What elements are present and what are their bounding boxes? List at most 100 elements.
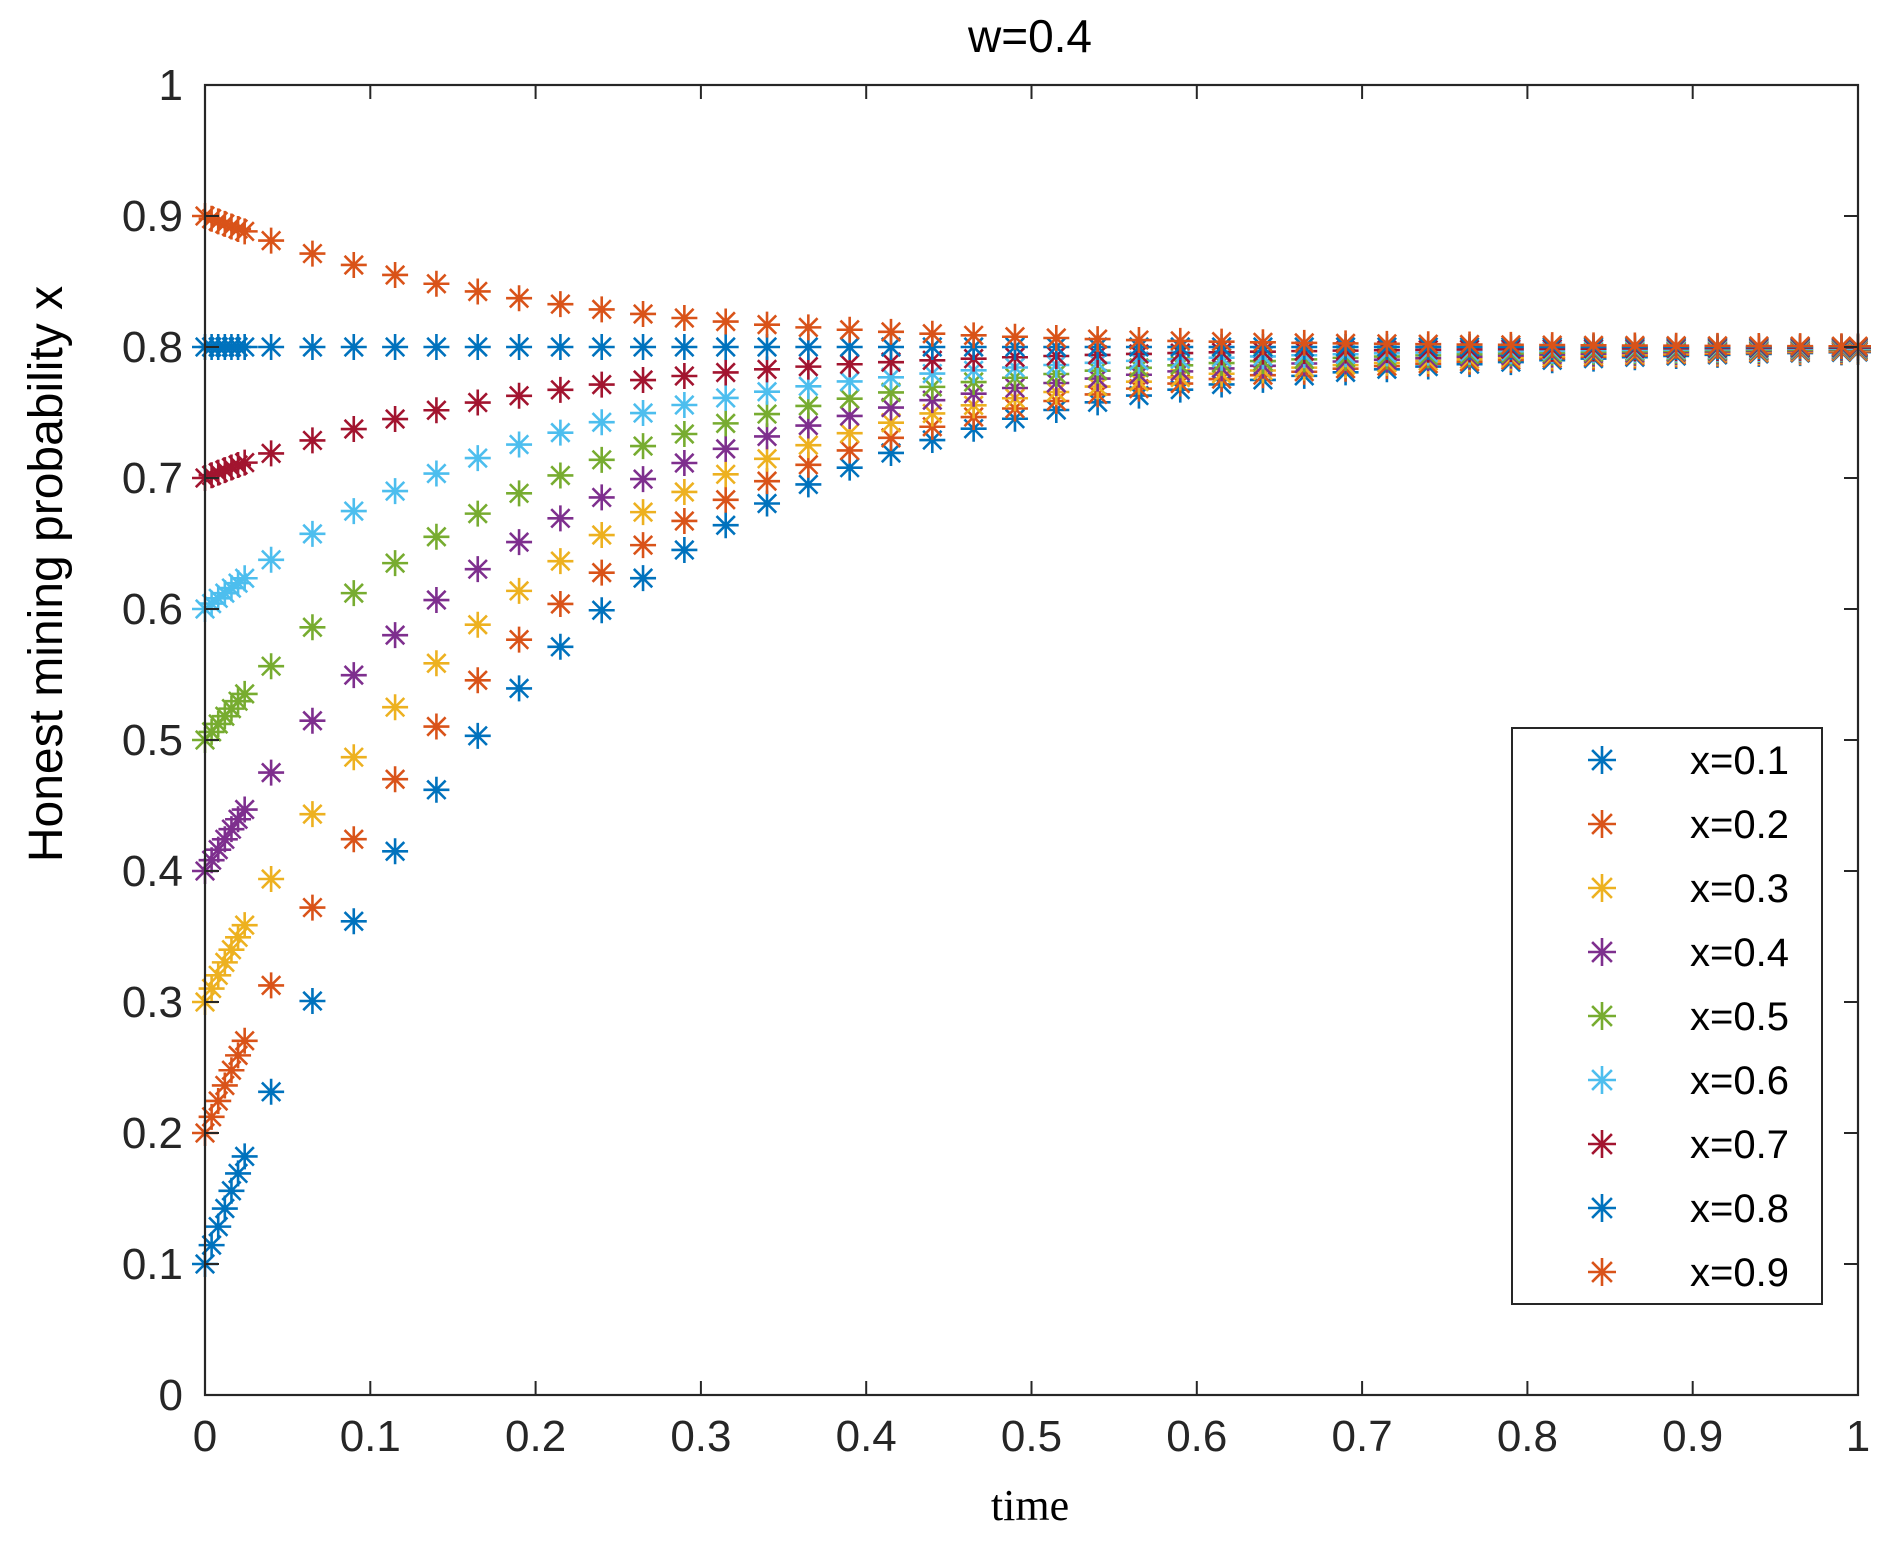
data-point	[225, 215, 252, 242]
data-point	[795, 451, 822, 478]
data-point	[218, 1057, 245, 1084]
data-point	[1167, 327, 1194, 354]
data-point	[258, 546, 285, 573]
data-point	[205, 208, 232, 235]
data-point	[795, 314, 822, 341]
data-point	[960, 322, 987, 349]
data-point	[205, 1087, 232, 1114]
data-point	[258, 1078, 285, 1105]
data-point	[506, 480, 533, 507]
x-tick-label: 0.5	[1001, 1412, 1062, 1461]
data-point	[630, 300, 657, 327]
data-point	[754, 401, 781, 428]
data-point	[588, 484, 615, 511]
data-point	[205, 962, 232, 989]
series-x=0.5	[192, 336, 1871, 753]
data-point	[231, 449, 258, 476]
data-point	[218, 213, 245, 240]
data-point	[382, 550, 409, 577]
data-point	[671, 478, 698, 505]
data-point	[231, 796, 258, 823]
data-point	[795, 432, 822, 459]
x-tick-label: 0.8	[1497, 1412, 1558, 1461]
data-point	[340, 416, 367, 443]
data-point	[919, 387, 946, 414]
data-point	[382, 766, 409, 793]
legend-label: x=0.5	[1690, 995, 1789, 1039]
x-tick-label: 1	[1846, 1412, 1870, 1461]
data-point	[877, 349, 904, 376]
y-tick-label: 0.9	[122, 192, 183, 241]
data-point	[506, 626, 533, 653]
x-tick-label: 0.4	[836, 1412, 897, 1461]
data-point	[258, 972, 285, 999]
data-point	[754, 423, 781, 450]
legend-entry: x=0.5	[1588, 995, 1789, 1039]
data-point	[423, 523, 450, 550]
data-point	[299, 988, 326, 1014]
data-point	[712, 410, 739, 437]
y-tick-label: 0.7	[122, 454, 183, 503]
data-point	[588, 334, 615, 360]
data-point	[1621, 332, 1648, 359]
data-point	[340, 334, 367, 360]
x-tick-label: 0.7	[1332, 1412, 1393, 1461]
data-point	[205, 836, 232, 863]
legend-entry: x=0.8	[1588, 1187, 1789, 1231]
data-point	[795, 334, 822, 360]
data-point	[630, 466, 657, 493]
data-point	[1415, 331, 1442, 358]
x-tick-label: 0.3	[670, 1412, 731, 1461]
data-point	[630, 367, 657, 394]
data-point	[588, 409, 615, 436]
data-point	[464, 611, 491, 638]
legend-box	[1511, 727, 1823, 1305]
data-point	[1787, 333, 1814, 360]
data-point	[547, 462, 574, 489]
data-point	[1497, 331, 1524, 358]
data-point	[423, 270, 450, 297]
data-point	[382, 694, 409, 721]
data-point	[464, 389, 491, 416]
data-point	[382, 478, 409, 505]
data-point	[231, 680, 258, 707]
data-point	[1084, 326, 1111, 353]
data-point	[506, 431, 533, 458]
data-point	[588, 446, 615, 473]
legend-marker	[1588, 874, 1616, 902]
data-point	[795, 373, 822, 400]
data-point	[258, 227, 285, 254]
data-point	[506, 334, 533, 360]
legend-label: x=0.3	[1690, 867, 1789, 911]
legend-marker	[1588, 1002, 1616, 1030]
data-point	[211, 949, 238, 976]
legend-label: x=0.1	[1690, 739, 1789, 783]
data-point	[588, 371, 615, 398]
data-point	[299, 614, 326, 641]
data-point	[547, 505, 574, 532]
data-point	[1291, 329, 1318, 356]
data-point	[547, 419, 574, 446]
y-tick-label: 0.5	[122, 716, 183, 765]
x-tick-label: 0.9	[1662, 1412, 1723, 1461]
legend-label: x=0.9	[1690, 1251, 1789, 1295]
data-point	[919, 427, 946, 454]
data-point	[919, 373, 946, 400]
data-point	[1580, 332, 1607, 359]
data-point	[382, 261, 409, 288]
data-point	[547, 548, 574, 575]
data-point	[1043, 325, 1070, 351]
data-point	[630, 565, 657, 592]
data-point	[754, 356, 781, 383]
data-point	[1001, 323, 1028, 350]
data-point	[258, 653, 285, 680]
data-point	[836, 437, 863, 464]
data-point	[506, 529, 533, 556]
series-x=0.6	[192, 335, 1871, 622]
data-point	[754, 334, 781, 360]
data-point	[506, 675, 533, 702]
data-point	[877, 394, 904, 421]
data-point	[547, 633, 574, 660]
data-point	[464, 556, 491, 583]
data-point	[198, 847, 225, 874]
